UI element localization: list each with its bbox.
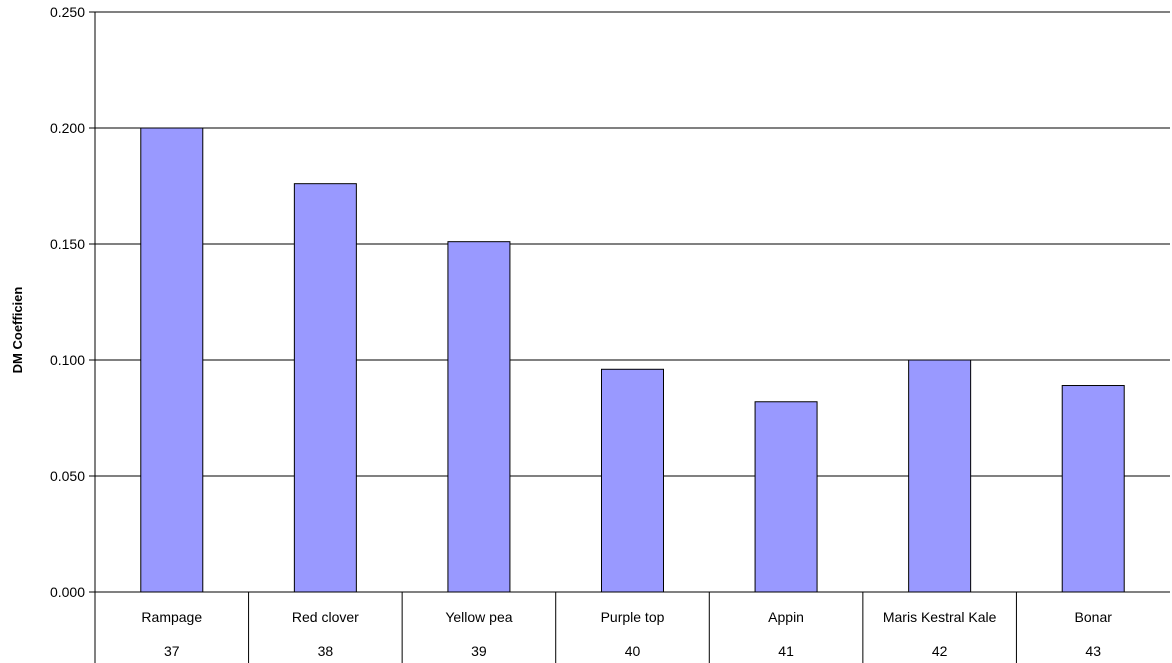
x-category-name: Bonar bbox=[1075, 609, 1113, 625]
y-tick-label: 0.050 bbox=[50, 468, 85, 484]
y-tick-label: 0.200 bbox=[50, 120, 85, 136]
y-tick-label: 0.100 bbox=[50, 352, 85, 368]
bar bbox=[140, 127, 204, 593]
x-category-id: 40 bbox=[625, 643, 641, 659]
bar bbox=[293, 183, 357, 593]
x-category-id: 43 bbox=[1085, 643, 1101, 659]
x-category-name: Red clover bbox=[292, 609, 359, 625]
y-tick-label: 0.150 bbox=[50, 236, 85, 252]
x-category-id: 38 bbox=[318, 643, 334, 659]
bar bbox=[1061, 385, 1125, 593]
x-category-id: 39 bbox=[471, 643, 487, 659]
x-category-name: Yellow pea bbox=[445, 609, 512, 625]
bars bbox=[140, 127, 1125, 593]
y-tick-label: 0.000 bbox=[50, 584, 85, 600]
x-category-labels: Rampage 37 Red clover 38 Yellow pea 39 Purple … bbox=[141, 609, 1112, 659]
y-axis-label: DM Coefficien bbox=[10, 287, 25, 374]
x-category-name: Maris Kestral Kale bbox=[883, 609, 997, 625]
x-category-id: 37 bbox=[164, 643, 180, 659]
bar bbox=[447, 241, 511, 593]
axes bbox=[89, 11, 1170, 663]
x-category-id: 41 bbox=[778, 643, 794, 659]
x-category-name: Purple top bbox=[601, 609, 665, 625]
y-tick-labels: 0.000 0.050 0.100 0.150 0.200 0.250 bbox=[50, 4, 85, 600]
x-category-name: Rampage bbox=[141, 609, 202, 625]
y-tick-label: 0.250 bbox=[50, 4, 85, 20]
bar bbox=[601, 368, 664, 593]
bar bbox=[908, 359, 972, 593]
bar bbox=[754, 401, 818, 593]
gridlines bbox=[95, 11, 1170, 477]
x-category-id: 42 bbox=[932, 643, 948, 659]
x-category-name: Appin bbox=[768, 609, 804, 625]
